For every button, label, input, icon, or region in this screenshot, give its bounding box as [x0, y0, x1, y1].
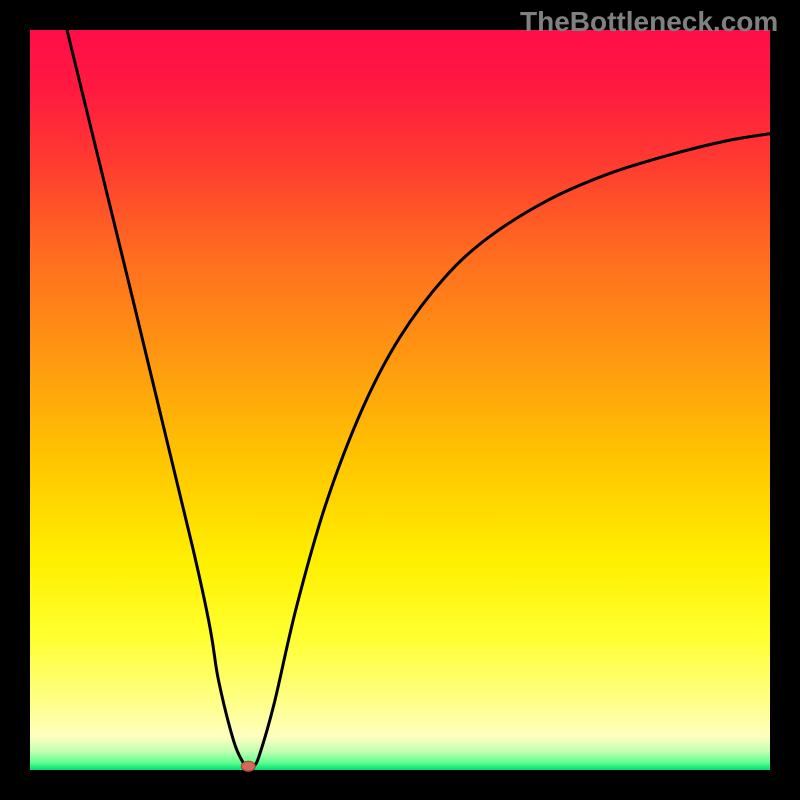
curve-overlay [30, 30, 770, 770]
bottleneck-curve [67, 30, 770, 768]
optimum-marker [241, 761, 255, 771]
plot-area [30, 30, 770, 770]
chart-container: TheBottleneck.com [0, 0, 800, 800]
watermark-text: TheBottleneck.com [520, 6, 778, 38]
